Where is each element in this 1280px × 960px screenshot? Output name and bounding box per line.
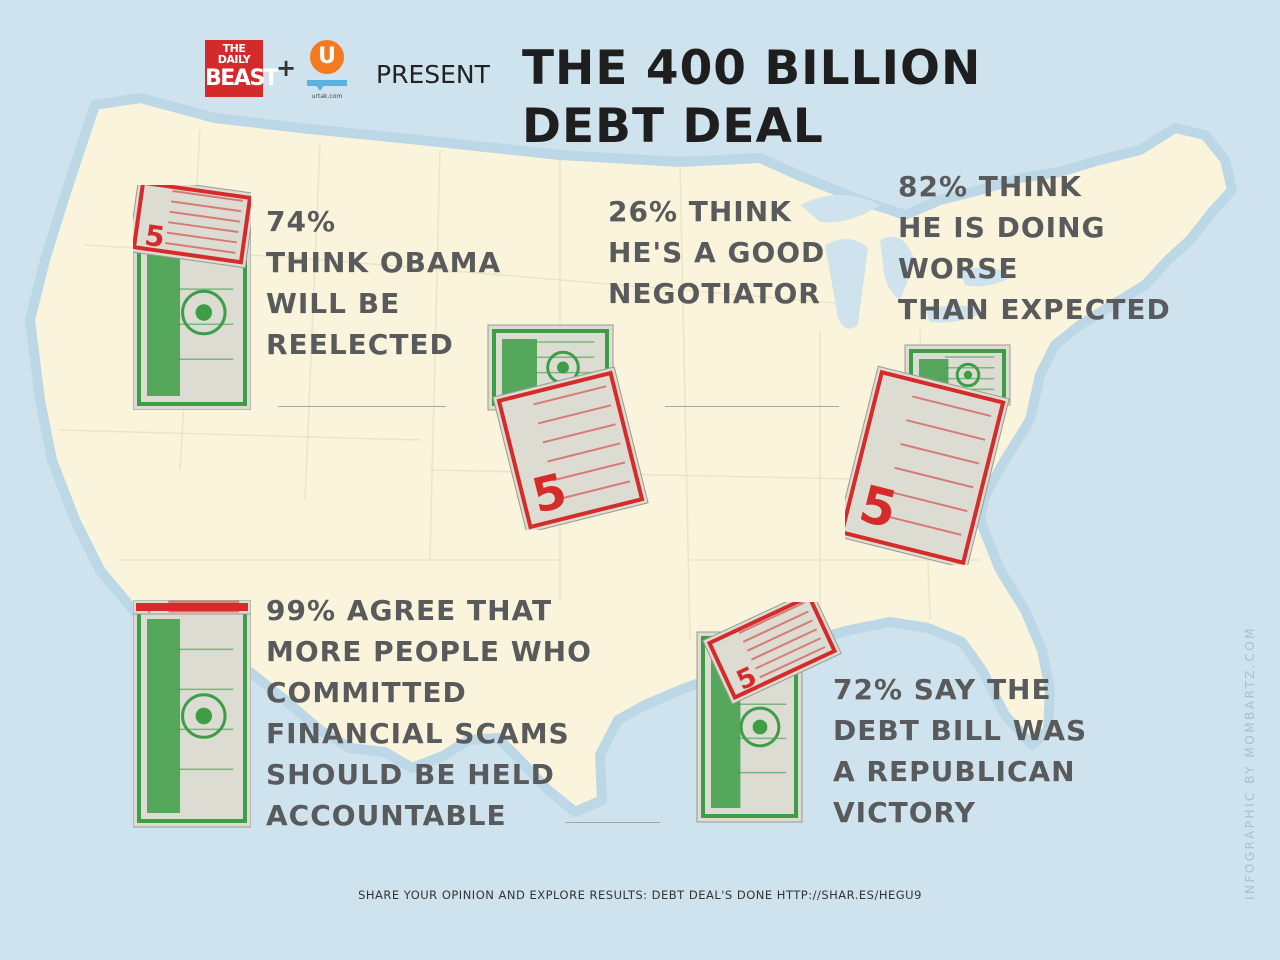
bill-graphic: 5 [132,599,252,828]
svg-text:5: 5 [147,608,151,614]
page-title: THE 400 BILLION DEBT DEAL [522,40,981,156]
divider [665,406,839,407]
bill-graphic: 5 [487,324,649,534]
footer-share-text: SHARE YOUR OPINION AND EXPLORE RESULTS: … [358,888,922,902]
plus-sign: + [276,54,297,82]
title-line-2: DEBT DEAL [522,99,824,154]
present-label: PRESENT [376,60,490,89]
infographic-credit: INFOGRAPHIC BY MOMBARTZ.COM [1243,625,1257,900]
bill-icon: 5 [835,340,1020,570]
divider [565,822,660,823]
bill-icon: 5 [483,320,653,534]
daily-beast-logo: THE DAILY BEAST [205,40,279,97]
bill-graphic: 5 [835,344,1011,570]
bill-icon: 5 [132,599,252,830]
bill-icon: 5 [692,589,842,827]
stat-republican-victory: 72% SAY THE DEBT BILL WAS A REPUBLICAN V… [833,673,1088,829]
urtak-logo: U urtak.com [305,40,349,102]
title-line-1: THE 400 BILLION [522,41,982,96]
bill-graphic: 5 [127,176,257,411]
stat-negotiator: 26% THINK HE'S A GOOD NEGOTIATOR [608,195,826,310]
divider [278,406,446,407]
stat-worse-than-expected: 82% THINK HE IS DOING WORSE THAN EXPECTE… [898,170,1171,326]
urtak-site-label: urtak.com [311,93,343,100]
stat-financial-scams: 99% AGREE THAT MORE PEOPLE WHO COMMITTED… [266,594,592,832]
bill-graphic: 5 [696,589,842,823]
bill-icon: 5 [127,176,257,411]
urtak-logo-ball: U [310,40,344,74]
stat-reelected: 74% THINK OBAMA WILL BE REELECTED [266,205,502,361]
svg-text:5: 5 [143,219,167,254]
